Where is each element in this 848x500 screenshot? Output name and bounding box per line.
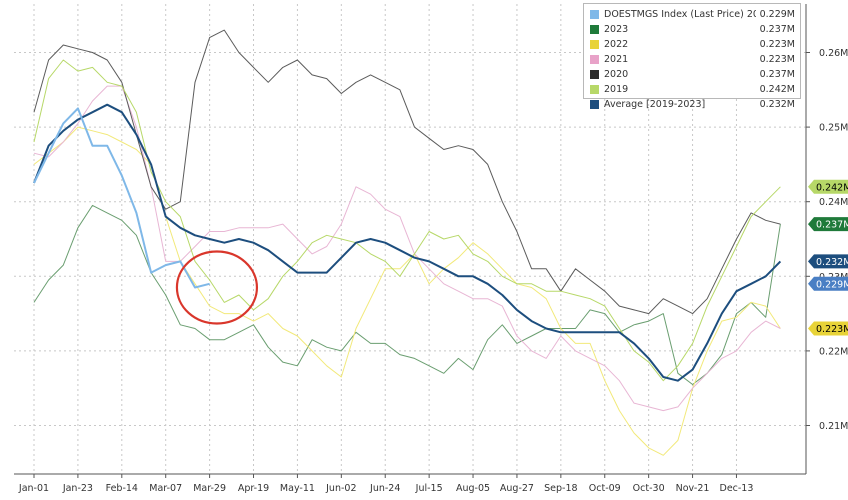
legend-swatch-2022 bbox=[590, 40, 599, 49]
x-tick-label: Jan-23 bbox=[62, 483, 93, 494]
x-tick-label: Apr-19 bbox=[238, 483, 269, 494]
value-tag-0-229M: 0.229M bbox=[808, 276, 848, 291]
series-line-doestmgs-index-last-price-2024 bbox=[33, 107, 210, 289]
legend-value-average: 0.232M bbox=[759, 99, 795, 110]
series-line-2021 bbox=[33, 85, 781, 412]
value-tag-0-223M: 0.223M bbox=[808, 321, 848, 336]
legend-swatch-2023 bbox=[590, 25, 599, 34]
x-tick-label: Dec-13 bbox=[720, 483, 754, 494]
value-tag-box bbox=[808, 179, 848, 194]
series-line-2020 bbox=[33, 29, 781, 315]
legend-swatch-2019 bbox=[590, 85, 599, 94]
series-lines bbox=[33, 29, 782, 456]
value-tag-label: 0.242M bbox=[816, 182, 848, 193]
value-tag-box bbox=[808, 276, 848, 291]
value-tag-label: 0.223M bbox=[816, 324, 848, 335]
legend-item-average: Average [2019-2023] 0.232M bbox=[590, 97, 795, 112]
legend-value-2023: 0.237M bbox=[759, 24, 795, 35]
x-tick-label: May-11 bbox=[280, 483, 315, 494]
series-line-2022 bbox=[33, 126, 781, 456]
legend-item-2021: 2021 0.223M bbox=[590, 52, 795, 67]
x-tick-label: Sep-18 bbox=[544, 483, 577, 494]
x-tick-label: Aug-05 bbox=[456, 483, 490, 494]
legend-value-2022: 0.223M bbox=[759, 39, 795, 50]
legend-label-2023: 2023 bbox=[604, 24, 629, 35]
legend-label-average: Average [2019-2023] bbox=[604, 99, 706, 110]
legend-item-2023: 2023 0.237M bbox=[590, 22, 795, 37]
legend-value-2021: 0.223M bbox=[759, 54, 795, 65]
x-tick-label: Jul-15 bbox=[415, 483, 443, 494]
y-tick-label: 0.21M bbox=[819, 421, 848, 432]
legend-swatch-average bbox=[590, 100, 599, 109]
legend-value-2020: 0.237M bbox=[759, 69, 795, 80]
right-value-labels: 0.242M 0.237M 0.232M 0.229M 0.223M bbox=[808, 179, 848, 336]
highlight-circle bbox=[175, 250, 259, 325]
value-tag-0-232M: 0.232M bbox=[808, 254, 848, 269]
legend-label-2020: 2020 bbox=[604, 69, 629, 80]
legend-item-2024: DOESTMGS Index (Last Price) 2024 0.229M bbox=[590, 7, 795, 22]
legend-label-2024: DOESTMGS Index (Last Price) 2024 bbox=[604, 9, 756, 20]
y-tick-label: 0.25M bbox=[819, 123, 848, 134]
value-tag-label: 0.232M bbox=[816, 257, 848, 268]
x-tick-label: Jan-01 bbox=[18, 483, 49, 494]
value-tag-0-242M: 0.242M bbox=[808, 179, 848, 194]
x-tick-label: Jun-24 bbox=[369, 483, 400, 494]
x-tick-label: Oct-30 bbox=[633, 483, 665, 494]
legend-item-2020: 2020 0.237M bbox=[590, 67, 795, 82]
value-tag-label: 0.237M bbox=[816, 220, 848, 231]
legend-swatch-2020 bbox=[590, 70, 599, 79]
value-tag-0-237M: 0.237M bbox=[808, 217, 848, 232]
legend-item-2019: 2019 0.242M bbox=[590, 82, 795, 97]
series-line-2023 bbox=[33, 204, 781, 385]
legend-item-2022: 2022 0.223M bbox=[590, 37, 795, 52]
series-line-average-2019-2023 bbox=[33, 103, 782, 382]
value-tag-box bbox=[808, 217, 848, 232]
legend-swatch-2024 bbox=[590, 10, 599, 19]
legend: DOESTMGS Index (Last Price) 2024 0.229M … bbox=[583, 3, 801, 110]
value-tag-box bbox=[808, 321, 848, 336]
annotations bbox=[175, 250, 259, 325]
x-tick-label: Oct-09 bbox=[589, 483, 621, 494]
x-tick-label: Feb-14 bbox=[106, 483, 138, 494]
legend-label-2019: 2019 bbox=[604, 84, 629, 95]
legend-label-2022: 2022 bbox=[604, 39, 629, 50]
legend-swatch-2021 bbox=[590, 55, 599, 64]
value-tag-label: 0.229M bbox=[816, 279, 848, 290]
y-tick-label: 0.24M bbox=[819, 197, 848, 208]
x-tick-label: Nov-21 bbox=[676, 483, 710, 494]
x-tick-label: Mar-29 bbox=[193, 483, 226, 494]
legend-value-2019: 0.242M bbox=[759, 84, 795, 95]
legend-label-2021: 2021 bbox=[604, 54, 629, 65]
x-tick-label: Aug-27 bbox=[500, 483, 534, 494]
y-tick-label: 0.26M bbox=[819, 48, 848, 59]
value-tag-box bbox=[808, 254, 848, 269]
legend-value-2024: 0.229M bbox=[759, 9, 795, 20]
x-tick-label: Mar-07 bbox=[149, 483, 182, 494]
y-tick-label: 0.22M bbox=[819, 346, 848, 357]
x-tick-label: Jun-02 bbox=[325, 483, 356, 494]
